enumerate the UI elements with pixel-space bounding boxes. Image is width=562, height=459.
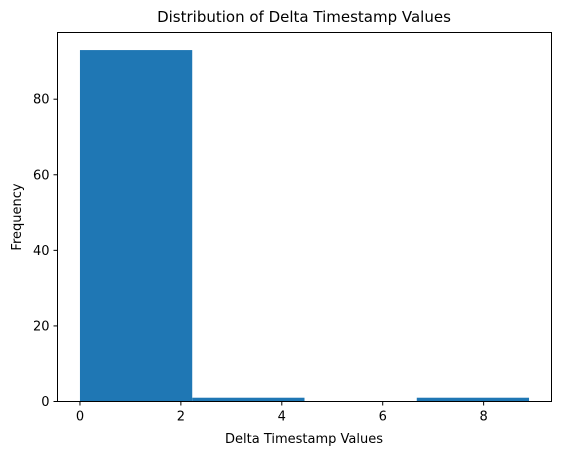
x-tick-label: 2 — [177, 410, 185, 425]
histogram-bar-1 — [192, 397, 305, 402]
histogram-bar-0 — [79, 50, 193, 402]
x-axis-title: Delta Timestamp Values — [225, 432, 383, 447]
x-tick-label: 6 — [379, 410, 387, 425]
plot-frame — [57, 32, 552, 402]
y-tick-label: 0 — [41, 395, 49, 410]
chart-title: Distribution of Delta Timestamp Values — [157, 8, 451, 26]
y-tick-label: 80 — [33, 93, 50, 108]
y-tick-label: 20 — [33, 319, 50, 334]
histogram-bar-3 — [416, 397, 530, 402]
x-tick-label: 4 — [278, 410, 286, 425]
x-tick-label: 8 — [479, 410, 487, 425]
x-tick-label: 0 — [76, 410, 84, 425]
bars-layer — [79, 50, 530, 402]
y-tick-label: 40 — [33, 244, 50, 259]
y-axis-title: Frequency — [10, 183, 25, 250]
y-tick-label: 60 — [33, 168, 50, 183]
